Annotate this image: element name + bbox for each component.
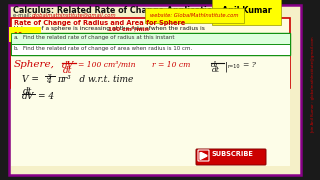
Text: 10 cm.: 10 cm. — [14, 32, 36, 37]
Text: 4: 4 — [46, 77, 51, 85]
Polygon shape — [200, 152, 207, 159]
Text: Volume of a sphere is increasing at the rate of: Volume of a sphere is increasing at the … — [14, 26, 153, 31]
Text: Sphere,: Sphere, — [14, 60, 55, 69]
Text: Rate of Change of Radius and Area for Sphere: Rate of Change of Radius and Area for Sp… — [14, 20, 185, 26]
Text: a.: a. — [14, 35, 19, 40]
Text: |: | — [225, 61, 228, 71]
Text: website: GlobalMathInstitute.com: website: GlobalMathInstitute.com — [150, 13, 238, 18]
Text: = 100 cm³/min: = 100 cm³/min — [78, 61, 135, 69]
Text: πr³   d w.r.t. time: πr³ d w.r.t. time — [57, 75, 133, 84]
Text: globalmathInstitute@gmail.com: globalmathInstitute@gmail.com — [32, 13, 116, 18]
Text: Join Anil Kumar : globalmathInstitute@gmail.com: Join Anil Kumar : globalmathInstitute@gm… — [311, 37, 315, 133]
Bar — [11, 55, 290, 166]
Text: dV: dV — [22, 92, 34, 101]
FancyBboxPatch shape — [196, 149, 266, 165]
FancyBboxPatch shape — [198, 150, 209, 161]
Bar — [11, 33, 290, 55]
Text: SUBSCRIBE: SUBSCRIBE — [211, 151, 253, 157]
Text: r = 10 cm: r = 10 cm — [152, 61, 190, 69]
Text: V =: V = — [22, 75, 39, 84]
Text: Find the related rate of change of radius at this instant: Find the related rate of change of radiu… — [23, 35, 174, 40]
Text: dr: dr — [211, 61, 220, 69]
Text: Calculus: Related Rate of Change Applications: Calculus: Related Rate of Change Applica… — [13, 6, 223, 15]
Text: = 4: = 4 — [38, 92, 54, 101]
Text: when the radius is: when the radius is — [149, 26, 205, 31]
Polygon shape — [201, 152, 207, 159]
Text: r=10: r=10 — [228, 64, 241, 69]
Text: b.: b. — [14, 46, 19, 51]
Text: Anil Kumar: Anil Kumar — [222, 6, 272, 15]
Bar — [11, 44, 290, 55]
Bar — [11, 18, 290, 88]
Text: dt: dt — [212, 66, 220, 74]
Text: 3: 3 — [47, 73, 52, 81]
Text: Find the related rate of change of area when radius is 10 cm.: Find the related rate of change of area … — [23, 46, 192, 51]
Text: dt: dt — [23, 87, 32, 96]
Text: = ?: = ? — [243, 61, 256, 69]
Bar — [11, 33, 290, 44]
Text: dt: dt — [63, 66, 72, 75]
Text: 100 cm³/min: 100 cm³/min — [108, 26, 149, 32]
Text: dV: dV — [62, 61, 74, 70]
Text: e-mail:: e-mail: — [13, 13, 33, 18]
